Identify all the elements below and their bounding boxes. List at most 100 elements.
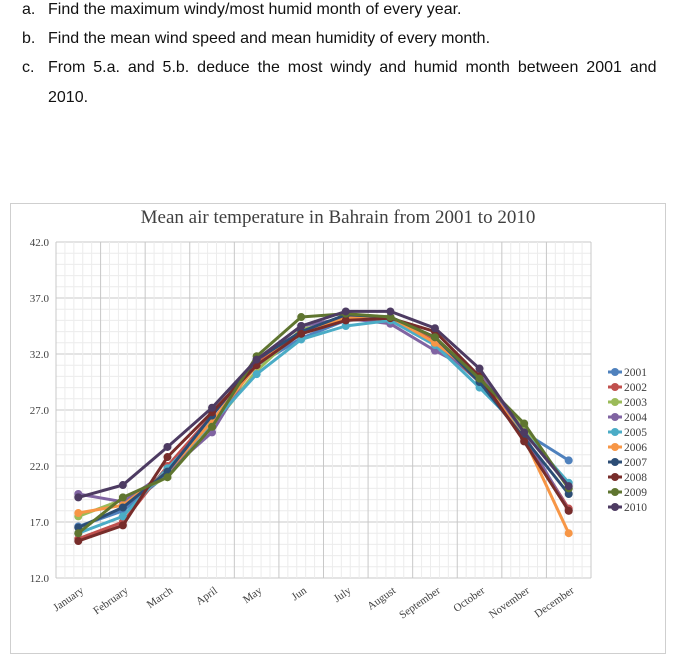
question-b-text: Find the mean wind speed and mean humidi… xyxy=(48,30,491,47)
x-tick-label: November xyxy=(487,584,532,621)
y-tick-label: 17.0 xyxy=(30,517,50,529)
legend-marker xyxy=(611,503,619,511)
data-point-2009 xyxy=(520,419,529,428)
data-point-2007 xyxy=(564,490,573,498)
legend-marker xyxy=(611,413,619,421)
data-point-2007 xyxy=(118,503,127,512)
series-line-2007 xyxy=(77,313,570,529)
data-point-2010 xyxy=(564,482,573,491)
x-tick-label: August xyxy=(365,585,398,613)
legend-label: 2010 xyxy=(624,502,647,514)
data-point-2010 xyxy=(430,324,439,333)
data-point-2006 xyxy=(564,529,573,538)
data-point-2008 xyxy=(520,437,529,446)
legend-label: 2002 xyxy=(624,382,647,394)
question-a-label: a. xyxy=(22,1,36,18)
legend-entry-2002: 2002 xyxy=(608,382,647,394)
legend-entry-2006: 2006 xyxy=(608,442,647,454)
data-point-2010 xyxy=(341,307,350,316)
series-line-2009 xyxy=(77,312,570,535)
chart-legend: 2001 2002 2003 2004 2005 2006 2007 2008 2009 2010 xyxy=(608,367,647,514)
chart-series xyxy=(74,307,573,546)
data-point-2009 xyxy=(386,313,395,322)
data-point-2009 xyxy=(208,422,217,431)
legend-label: 2001 xyxy=(624,367,647,379)
y-tick-label: 12.0 xyxy=(30,573,50,585)
legend-marker xyxy=(611,428,619,436)
data-point-2008 xyxy=(74,537,83,546)
data-point-2008 xyxy=(163,453,172,462)
data-point-2010 xyxy=(475,364,484,373)
series-2010 xyxy=(74,307,573,502)
data-point-2010 xyxy=(297,322,306,330)
legend-entry-2009: 2009 xyxy=(608,487,647,499)
y-tick-label: 37.0 xyxy=(30,293,50,305)
legend-label: 2004 xyxy=(624,412,647,424)
chart-title: Mean air temperature in Bahrain from 200… xyxy=(141,207,536,228)
x-tick-label: April xyxy=(194,585,220,608)
series-line-2010 xyxy=(77,309,570,499)
x-tick-label: July xyxy=(332,584,354,605)
chart-gridlines xyxy=(55,241,592,579)
legend-entry-2007: 2007 xyxy=(608,457,647,469)
y-tick-label: 42.0 xyxy=(30,237,50,249)
legend-label: 2006 xyxy=(624,442,647,454)
data-point-2001 xyxy=(564,456,573,465)
data-point-2010 xyxy=(118,481,127,490)
x-tick-label: May xyxy=(241,584,265,606)
data-point-2005 xyxy=(118,512,127,521)
data-point-2010 xyxy=(208,403,217,412)
legend-marker xyxy=(611,443,619,451)
legend-label: 2003 xyxy=(624,397,647,409)
x-tick-label: January xyxy=(51,584,86,614)
data-point-2008 xyxy=(297,329,306,338)
data-point-2006 xyxy=(74,509,83,518)
legend-entry-2004: 2004 xyxy=(608,412,647,424)
data-point-2009 xyxy=(475,374,484,383)
x-tick-label: October xyxy=(451,584,487,614)
legend-entry-2010: 2010 xyxy=(608,502,647,514)
legend-marker xyxy=(611,488,619,496)
question-c-continuation-text: 2010. xyxy=(48,89,89,106)
question-a-text: Find the maximum windy/most humid month … xyxy=(48,1,462,18)
data-point-2010 xyxy=(386,307,395,316)
question-c-text: From 5.a. and 5.b. deduce the most windy… xyxy=(48,59,657,76)
data-point-2010 xyxy=(252,355,261,364)
legend-marker xyxy=(611,458,619,466)
data-point-2010 xyxy=(163,442,172,451)
legend-label: 2009 xyxy=(624,487,647,499)
data-point-2010 xyxy=(520,428,529,437)
data-point-2009 xyxy=(118,493,127,502)
legend-marker xyxy=(611,383,619,391)
legend-marker xyxy=(611,368,619,376)
legend-label: 2008 xyxy=(624,472,647,484)
data-point-2008 xyxy=(564,506,573,515)
legend-label: 2005 xyxy=(624,427,647,439)
y-axis: 12.0 17.0 22.0 27.0 32.0 37.0 42.0 xyxy=(30,237,50,585)
question-b-label: b. xyxy=(22,30,36,47)
x-tick-label: February xyxy=(91,584,131,617)
x-tick-label: September xyxy=(397,584,443,621)
temperature-line-chart: Mean air temperature in Bahrain from 200… xyxy=(30,207,648,621)
data-point-2005 xyxy=(297,335,306,344)
chart-frame: Mean air temperature in Bahrain from 200… xyxy=(10,203,666,654)
x-tick-label: Jun xyxy=(290,584,310,603)
question-c: c. From 5.a. and 5.b. deduce the most wi… xyxy=(0,58,673,78)
data-point-2009 xyxy=(163,473,172,482)
data-point-2010 xyxy=(74,493,83,502)
legend-entry-2001: 2001 xyxy=(608,367,647,379)
x-tick-label: March xyxy=(145,584,176,611)
x-tick-label: December xyxy=(533,584,577,620)
legend-entry-2005: 2005 xyxy=(608,427,647,439)
data-point-2008 xyxy=(341,316,350,325)
legend-entry-2008: 2008 xyxy=(608,472,647,484)
data-point-2005 xyxy=(341,322,350,330)
data-point-2008 xyxy=(118,521,127,530)
legend-entry-2003: 2003 xyxy=(608,397,647,409)
data-point-2009 xyxy=(74,529,83,538)
y-tick-label: 27.0 xyxy=(30,405,50,417)
x-axis: January February March April May Jun July Augus… xyxy=(51,584,577,621)
y-tick-label: 32.0 xyxy=(30,349,50,361)
data-point-2007 xyxy=(74,523,83,532)
question-c-label: c. xyxy=(22,59,35,76)
